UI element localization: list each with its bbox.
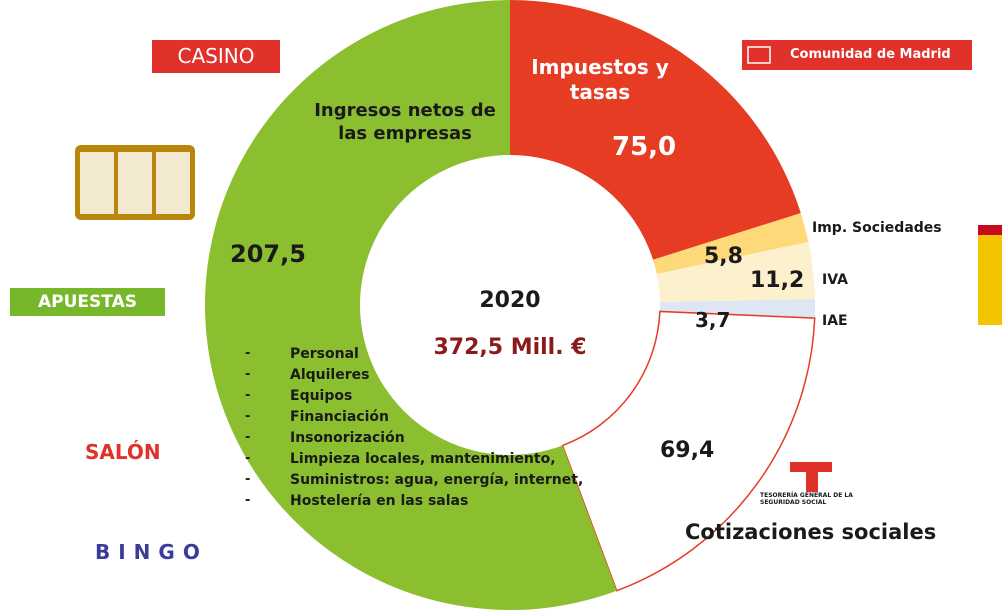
slot-icon bbox=[75, 145, 195, 220]
breakdown-item: Limpieza locales, mantenimiento, bbox=[290, 451, 556, 467]
bingo-logo: BINGO bbox=[95, 540, 208, 564]
tesoreria-icon bbox=[790, 462, 832, 492]
madrid-badge bbox=[742, 40, 972, 70]
category-label: IAE bbox=[822, 313, 848, 329]
value-label: 69,4 bbox=[660, 438, 715, 463]
category-label: IVA bbox=[822, 272, 848, 288]
breakdown-item: Equipos bbox=[290, 388, 353, 404]
list-dash: ‑ bbox=[245, 367, 251, 382]
breakdown-item: Insonorización bbox=[290, 430, 405, 446]
salon-logo: SALÓN bbox=[85, 440, 161, 464]
spain-stripe bbox=[978, 225, 1002, 235]
value-label: 5,8 bbox=[704, 244, 743, 269]
center-title: 2020 bbox=[479, 288, 541, 313]
donut-slice bbox=[653, 213, 809, 274]
list-dash: ‑ bbox=[245, 346, 251, 361]
donut-slice bbox=[510, 0, 801, 260]
list-dash: ‑ bbox=[245, 388, 251, 403]
value-label: 3,7 bbox=[695, 308, 731, 332]
breakdown-item: Personal bbox=[290, 346, 359, 362]
breakdown-item: Hostelería en las salas bbox=[290, 493, 469, 509]
list-dash: ‑ bbox=[245, 493, 251, 508]
donut-slice bbox=[561, 310, 816, 592]
list-dash: ‑ bbox=[245, 451, 251, 466]
category-label: Ingresos netos de las empresas bbox=[314, 100, 496, 144]
apuestas-badge bbox=[10, 288, 165, 316]
center-subtitle: 372,5 Mill. € bbox=[433, 335, 587, 360]
donut-slice bbox=[656, 241, 815, 303]
apuestas-logo: APUESTAS bbox=[38, 292, 137, 312]
category-label: Cotizaciones sociales bbox=[685, 520, 937, 544]
category-label: Impuestos y tasas bbox=[531, 55, 669, 104]
list-dash: ‑ bbox=[245, 430, 251, 445]
value-label: 11,2 bbox=[750, 268, 805, 293]
value-label: 75,0 bbox=[612, 132, 677, 162]
madrid-logo: Comunidad de Madrid bbox=[790, 47, 951, 62]
casino-logo: CASINO bbox=[177, 44, 255, 68]
list-dash: ‑ bbox=[245, 409, 251, 424]
breakdown-item: Financiación bbox=[290, 409, 389, 425]
tesoreria-logo: TESORERÍA GENERAL DE LA SEGURIDAD SOCIAL bbox=[760, 492, 853, 507]
breakdown-item: Alquileres bbox=[290, 367, 370, 383]
list-dash: ‑ bbox=[245, 472, 251, 487]
breakdown-item: Suministros: agua, energía, internet, bbox=[290, 472, 584, 488]
donut-slice bbox=[659, 299, 815, 319]
category-label: Imp. Sociedades bbox=[812, 220, 942, 236]
madrid-icon bbox=[747, 46, 771, 64]
casino-badge bbox=[152, 40, 280, 73]
value-label: 207,5 bbox=[230, 240, 306, 268]
spain-badge bbox=[978, 225, 1002, 325]
donut-slice bbox=[205, 0, 617, 610]
